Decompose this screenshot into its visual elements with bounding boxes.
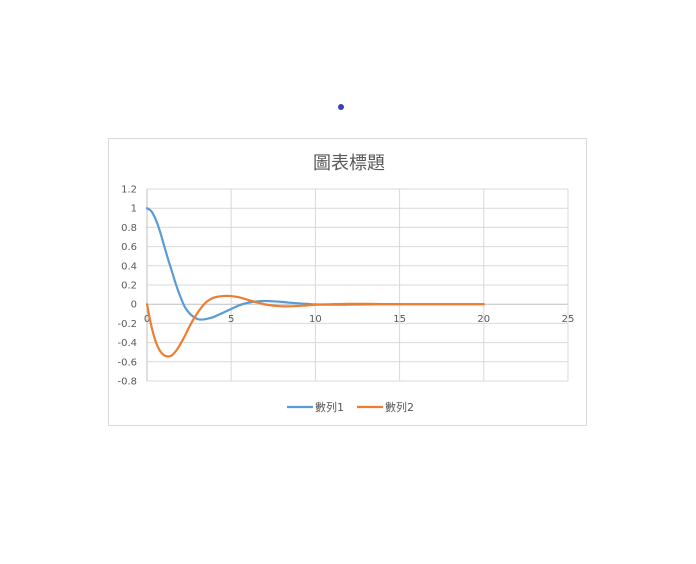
line-chart: 圖表標題 1.2 1 0.8 0.6 0.4 0.2 0 -0.2 -0.4 -0.6 -0.8 0 5… bbox=[117, 153, 574, 414]
x-tick-label: 20 bbox=[477, 314, 490, 325]
y-tick-label: 0.8 bbox=[121, 223, 137, 234]
y-tick-label: -0.2 bbox=[117, 319, 137, 330]
blue-dot bbox=[338, 104, 344, 110]
y-tick-label: -0.4 bbox=[117, 338, 137, 349]
x-tick-label: 5 bbox=[228, 314, 234, 325]
x-tick-label: 25 bbox=[562, 314, 575, 325]
x-tick-label: 0 bbox=[144, 314, 150, 325]
y-tick-label: -0.6 bbox=[117, 357, 137, 368]
legend-label-2[interactable]: 數列2 bbox=[385, 400, 414, 414]
chart-container[interactable]: 圖表標題 1.2 1 0.8 0.6 0.4 0.2 0 -0.2 -0.4 -0.6 -0.8 0 5… bbox=[108, 138, 587, 426]
grid-lines bbox=[146, 188, 569, 382]
x-tick-label: 10 bbox=[309, 314, 322, 325]
y-tick-label: 0.2 bbox=[121, 281, 137, 292]
chart-title[interactable]: 圖表標題 bbox=[313, 153, 385, 174]
y-tick-label: 1 bbox=[131, 204, 137, 215]
series-line-2[interactable] bbox=[145, 294, 485, 358]
series-lines bbox=[145, 207, 485, 358]
tick-labels: 1.2 1 0.8 0.6 0.4 0.2 0 -0.2 -0.4 -0.6 -0.8 0 5 10 15 2… bbox=[117, 185, 574, 388]
legend-label-1[interactable]: 數列1 bbox=[315, 400, 344, 414]
y-tick-label: 0 bbox=[131, 300, 137, 311]
legend[interactable]: 數列1 數列2 bbox=[287, 400, 414, 414]
y-tick-label: 1.2 bbox=[121, 185, 137, 196]
y-tick-label: 0.4 bbox=[121, 261, 137, 272]
y-tick-label: 0.6 bbox=[121, 242, 137, 253]
y-tick-label: -0.8 bbox=[117, 377, 137, 388]
x-tick-label: 15 bbox=[393, 314, 406, 325]
